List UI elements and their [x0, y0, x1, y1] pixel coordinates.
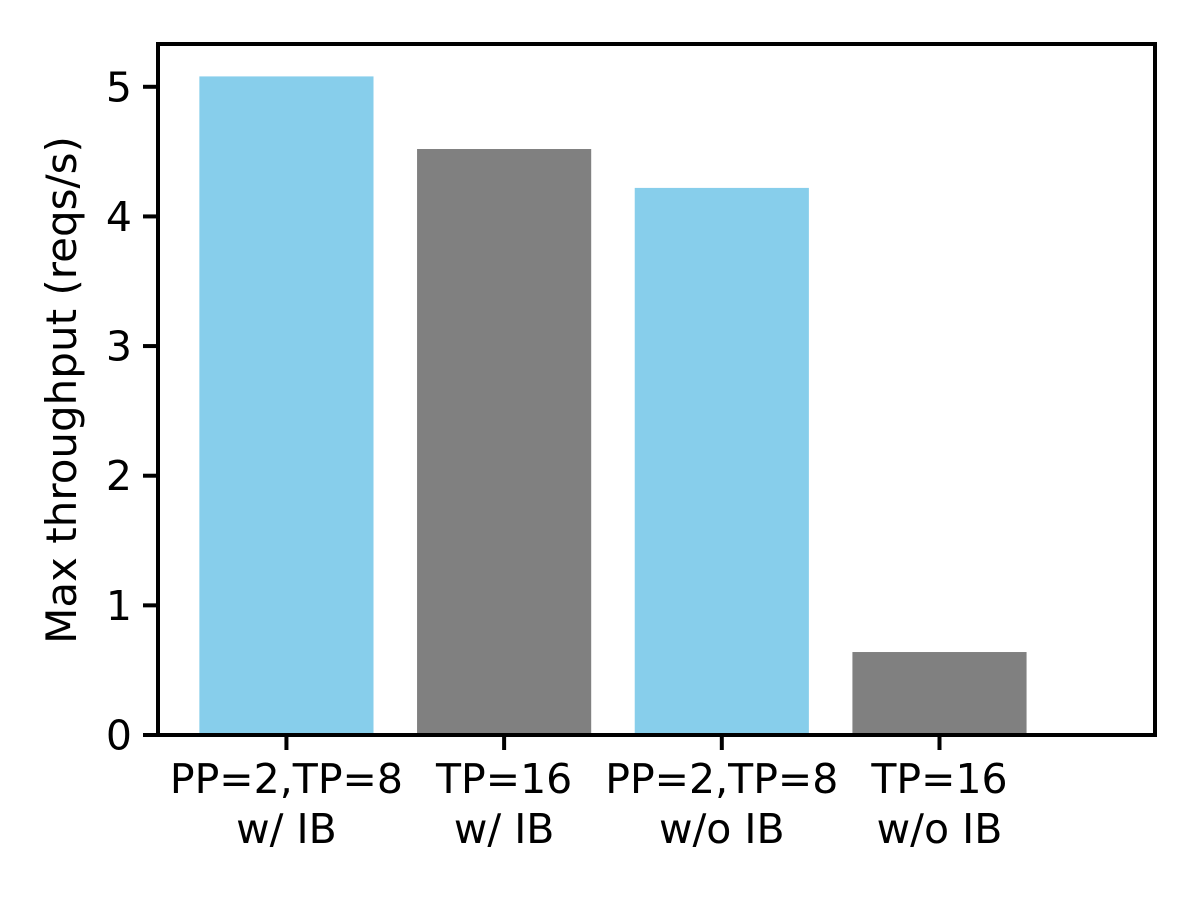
bars-group — [199, 76, 1027, 736]
x-tick-label: TP=16 — [870, 755, 1007, 803]
x-tick-label: w/ IB — [454, 805, 555, 853]
ticks-group — [143, 84, 942, 750]
x-tick-label: PP=2,TP=8 — [605, 755, 838, 803]
bar — [199, 76, 374, 735]
x-tick-label: TP=16 — [435, 755, 572, 803]
y-tick-label: 2 — [106, 452, 132, 500]
y-axis-label: Max throughput (reqs/s) — [37, 136, 86, 644]
y-tick-label: 3 — [106, 323, 132, 371]
bar — [852, 652, 1027, 735]
y-tick-label: 0 — [106, 712, 132, 760]
plot-border — [156, 42, 1157, 737]
x-tick-label: w/o IB — [659, 805, 785, 853]
bar — [417, 149, 592, 736]
y-tick-label: 5 — [106, 63, 132, 111]
x-tick-label: w/o IB — [877, 805, 1003, 853]
y-tick-label: 4 — [106, 193, 132, 241]
x-tick-label: PP=2,TP=8 — [170, 755, 403, 803]
x-tick-label: w/ IB — [236, 805, 337, 853]
bar — [634, 187, 809, 736]
y-tick-label: 1 — [106, 582, 132, 630]
